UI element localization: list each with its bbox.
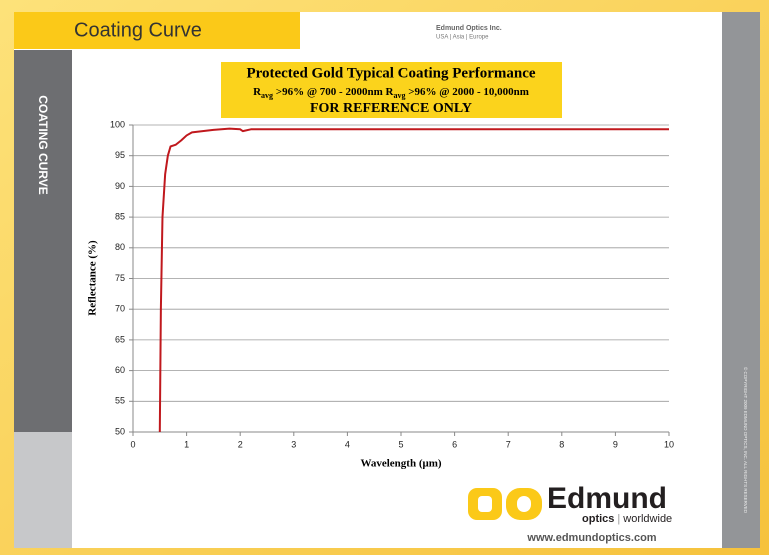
tagline-part: optics [582, 513, 614, 525]
y-tick-label: 95 [115, 150, 125, 160]
y-tick-label: 65 [115, 334, 125, 344]
tagline-part: | [617, 513, 620, 525]
header-title: Coating Curve [74, 19, 202, 41]
x-tick-label: 0 [130, 439, 135, 449]
y-tick-label: 50 [115, 426, 125, 436]
x-tick-label: 1 [184, 439, 189, 449]
x-tick-label: 4 [345, 439, 350, 449]
line [158, 127, 669, 433]
logo-tagline: optics | worldwide [582, 513, 672, 525]
right-strip [722, 12, 760, 548]
company: Edmund Optics Inc. [436, 25, 502, 32]
annotation: FOR REFERENCE ONLY [310, 101, 472, 116]
logo-name: Edmund [547, 482, 667, 515]
side-label: COATING CURVE [36, 95, 50, 195]
y-tick-label: 60 [115, 365, 125, 375]
x-tick-label: 3 [291, 439, 296, 449]
regions: USA | Asia | Europe [436, 35, 489, 41]
x-tick-label: 5 [398, 439, 403, 449]
subtitle-part: avg [393, 91, 405, 100]
url: www.edmundoptics.com [526, 532, 656, 544]
chart-subtitle: Ravg >96% @ 700 - 2000nm Ravg >96% @ 200… [253, 86, 529, 101]
x-tick-label: 7 [506, 439, 511, 449]
subtitle-part: >96% @ 2000 - 10,000nm [405, 86, 528, 98]
header-band [14, 12, 300, 49]
title-box [221, 62, 562, 118]
x-tick-label: 6 [452, 439, 457, 449]
y-tick-label: 55 [115, 396, 125, 406]
side-strip-lower [14, 432, 72, 548]
chart-title: Protected Gold Typical Coating Performan… [246, 65, 535, 81]
copyright: © COPYRIGHT 2009 EDMUND OPTICS, INC. ALL… [743, 367, 749, 514]
x-tick-label: 10 [664, 439, 674, 449]
y-tick-label: 80 [115, 242, 125, 252]
y-tick-label: 75 [115, 273, 125, 283]
x-tick-label: 8 [559, 439, 564, 449]
x-tick-label: 9 [613, 439, 618, 449]
y-axis-label: Reflectance (%) [87, 240, 99, 316]
y-tick-label: 100 [110, 119, 125, 129]
subtitle-part: >96% @ 700 - 2000nm R [273, 86, 394, 98]
subtitle-part: R [253, 86, 262, 98]
y-tick-label: 85 [115, 211, 125, 221]
x-axis-label: Wavelength (μm) [360, 458, 441, 470]
tagline-part: worldwide [622, 513, 672, 525]
side-strip [14, 50, 72, 432]
logo-mark [517, 496, 531, 512]
y-tick-label: 70 [115, 304, 125, 314]
logo-mark [478, 496, 492, 512]
y-tick-label: 90 [115, 181, 125, 191]
subtitle-part: avg [261, 91, 273, 100]
x-tick-label: 2 [238, 439, 243, 449]
